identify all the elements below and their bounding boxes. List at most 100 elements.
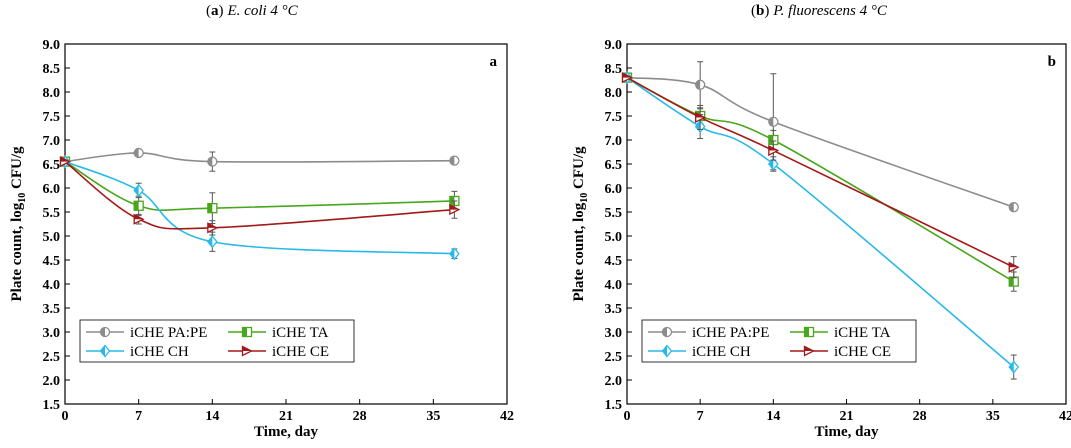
panel-b-legend-marker-fill (662, 345, 667, 357)
panel-a-title: (a) E. coli 4 °C (206, 3, 298, 19)
panel-b-data-point (767, 157, 779, 171)
panel-b-series-0 (621, 61, 1019, 213)
panel-a-data-point-fill (207, 157, 213, 167)
panel-b-ytick-label: 5.0 (605, 230, 623, 245)
panel-a-series-line (64, 160, 455, 230)
panel-a-title-letter: a (211, 3, 219, 19)
panel-b-legend-marker (803, 326, 815, 338)
panel-a-data-point-fill (207, 236, 213, 248)
panel-b-xtick-label: 14 (766, 409, 780, 424)
panel-b-data-point-fill (695, 112, 705, 118)
panel-a-legend-label: iCHE TA (272, 325, 329, 341)
panel-b-data-point (621, 72, 633, 84)
panel-a-legend-label: iCHE PA:PE (130, 325, 207, 341)
panel-a-data-point (449, 247, 460, 261)
panel-b-data-point (1008, 276, 1019, 287)
panel-b-data-point-fill (768, 117, 774, 127)
panel-a-legend-box (79, 319, 355, 363)
panel-b-data-point (695, 111, 707, 123)
panel-b-data-point-fill (768, 158, 774, 170)
panel-a-series-line (64, 152, 455, 163)
panel-b-data-point-fill (1009, 277, 1014, 287)
panel-b-ytick-label: 8.0 (605, 86, 623, 101)
panel-a-xtick-label: 35 (426, 409, 440, 424)
panel-b-title-letter: b (756, 3, 765, 19)
panel-b-ytick-label: 3.0 (605, 326, 623, 341)
panel-a-series-2 (59, 155, 460, 261)
panel-b-xtick-label: 42 (1059, 409, 1071, 424)
panel-b-ytick-label: 3.5 (605, 302, 623, 317)
panel-b-ytick-label: 8.5 (605, 62, 623, 77)
panel-b-legend-label: iCHE TA (834, 325, 891, 341)
panel-a-xtick-label: 28 (353, 409, 367, 424)
panel-a-ytick-label: 7.0 (43, 134, 61, 149)
panel-a-xtick-label: 21 (279, 409, 293, 424)
panel-a-data-point (449, 155, 460, 166)
panel-b-xtick-label: 0 (624, 409, 631, 424)
panel-a-ytick-label: 3.5 (43, 302, 61, 317)
panel-b-y-axis-label: Plate count, log10 CFU/g (571, 146, 590, 301)
panel-b-series-line (626, 76, 1015, 208)
panel-b-xtick-label: 21 (840, 409, 854, 424)
panel-b-ytick-label: 6.0 (605, 182, 623, 197)
panel-a-y-axis-label-unit: CFU/g (9, 146, 25, 193)
panel-a-data-point-fill (449, 156, 455, 166)
panel-a-xtick-label: 7 (135, 409, 142, 424)
panel-b-legend-marker-fill (804, 327, 809, 337)
panel-b-x-axis-label: Time, day (815, 424, 879, 440)
panel-b-data-point-fill (1009, 262, 1019, 268)
panel-a-legend-marker-fill (242, 346, 252, 351)
panel-a-xtick-label: 0 (62, 409, 69, 424)
panel-a-data-point-fill (207, 203, 213, 213)
panel-a-data-point (59, 156, 71, 168)
panel-b-series-line (626, 76, 1015, 368)
panel-b-ytick-label: 6.5 (605, 158, 623, 173)
panel-a-y-axis-label-main: Plate count, log (9, 202, 25, 301)
panel-b-legend-box (641, 319, 917, 363)
panel-a-panel-letter: a (490, 54, 498, 70)
panel-b-data-point-fill (695, 80, 701, 90)
panel-b-legend-entry: iCHE CE (790, 344, 891, 360)
panel-b-series-1 (621, 72, 1019, 292)
panel-a-ytick-label: 6.0 (43, 182, 61, 197)
panel-a-ytick-label: 6.5 (43, 158, 61, 173)
panel-a-ytick-label: 8.5 (43, 62, 61, 77)
panel-b-ytick-label: 9.0 (605, 38, 623, 53)
panel-b-legend-entry: iCHE CH (648, 344, 751, 360)
panel-b-legend-marker (661, 326, 673, 338)
panel-a-data-point (449, 204, 461, 216)
panel-b-ytick-label: 7.0 (605, 134, 623, 149)
panel-b-legend-marker (803, 345, 815, 357)
panel-b-ytick-label: 5.5 (605, 206, 623, 221)
panel-b-legend-entry: iCHE TA (790, 325, 891, 341)
panel-a-y-axis-label-subscript: 10 (17, 193, 28, 203)
panel-a-data-point (133, 147, 144, 159)
panel-a-data-point-fill (134, 148, 139, 158)
panel-a-legend-marker (241, 345, 253, 357)
panel-a-legend-marker-fill (100, 327, 105, 337)
panel-a-xtick-label: 42 (500, 409, 514, 424)
panel-a-data-point-fill (134, 214, 144, 220)
panel-a-series-3 (59, 156, 461, 236)
panel-b-data-point (1008, 360, 1020, 374)
panel-a-legend-entry: iCHE CE (228, 344, 329, 360)
panel-a-legend: iCHE PA:PE iCHE TA iCHE CH iCHE CE (79, 319, 355, 363)
panel-b-ytick-label: 4.5 (605, 254, 623, 269)
panel-b-legend-label: iCHE CH (692, 344, 751, 360)
panel-b-ytick-label: 7.5 (605, 110, 623, 125)
panel-a-legend-entry: iCHE PA:PE (86, 325, 207, 341)
panel-b-data-point-fill (1009, 202, 1014, 212)
panel-b-title: (b) P. fluorescens 4 °C (751, 3, 887, 19)
panel-a-ytick-label: 1.5 (43, 398, 61, 413)
panel-b-data-point-fill (768, 146, 778, 151)
panel-b-data-point (768, 145, 780, 157)
panel-a-legend-marker-fill (242, 327, 247, 337)
panel-b-y-axis-label-unit: CFU/g (571, 146, 587, 193)
panel-a-ytick-label: 2.5 (43, 350, 61, 365)
panel-a-data-point (207, 222, 219, 234)
panel-b-panel-letter: b (1048, 54, 1056, 70)
panel-b-data-point (1008, 202, 1019, 213)
panel-a-legend-entry: iCHE CH (86, 344, 189, 360)
panel-b-legend-marker-fill (662, 327, 667, 337)
